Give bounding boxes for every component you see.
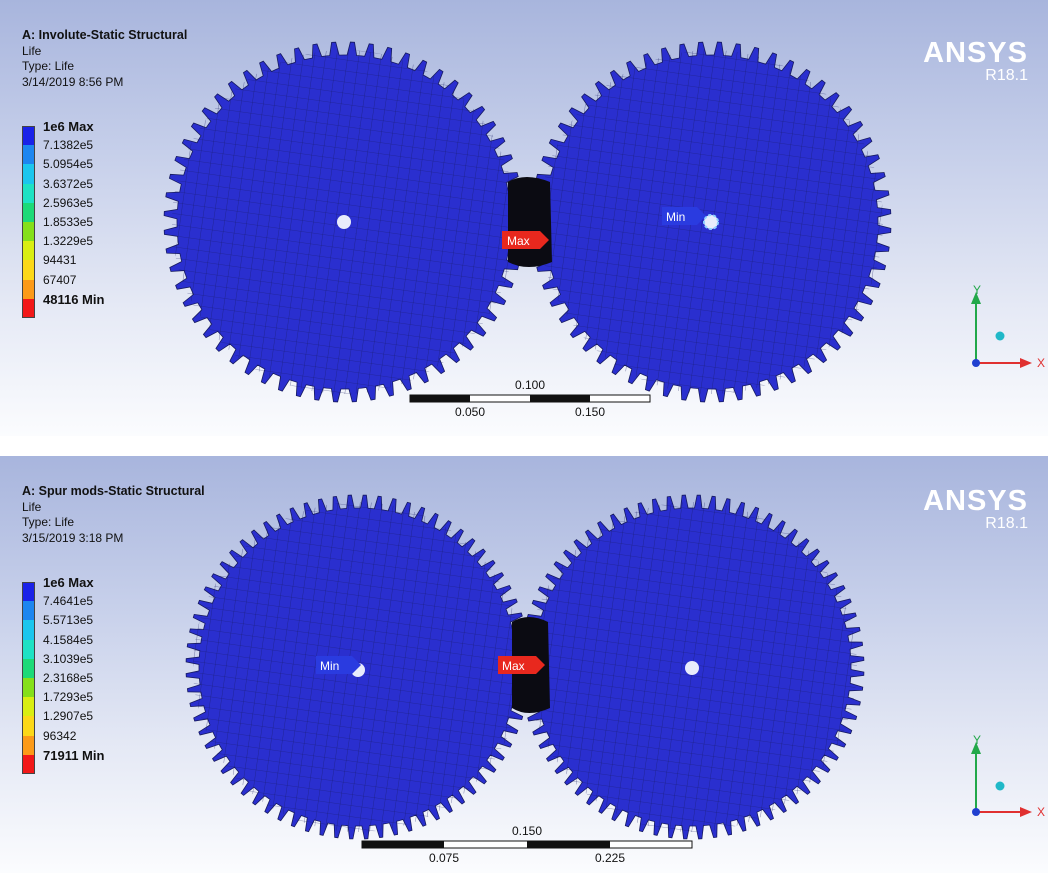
legend-value-label: 4.1584e5 bbox=[43, 632, 94, 647]
legend-value-label: 71911 Min bbox=[43, 747, 105, 763]
max-tag-label: Max bbox=[507, 234, 530, 248]
shaft-hole-left bbox=[337, 215, 351, 229]
min-probe-tag[interactable]: Min bbox=[316, 656, 361, 674]
y-axis-label: Y bbox=[973, 733, 981, 747]
legend-color-swatch bbox=[22, 183, 35, 203]
legend-value-label: 5.5713e5 bbox=[43, 613, 94, 628]
max-probe-tag[interactable]: Max bbox=[498, 656, 545, 674]
result-viewport-bottom[interactable]: Max Min A: Spur mods-Static Structural L… bbox=[0, 456, 1048, 873]
legend-color-swatch bbox=[22, 677, 35, 698]
gear-left[interactable] bbox=[163, 41, 525, 403]
scale-label-mid: 0.150 bbox=[512, 824, 542, 838]
legend-color-swatch bbox=[22, 735, 35, 755]
x-axis-arrow-icon bbox=[1020, 358, 1032, 368]
legend-value-label: 94431 bbox=[43, 253, 77, 268]
legend-color-swatch bbox=[22, 601, 35, 621]
gear-right[interactable] bbox=[530, 41, 892, 403]
result-date: 3/14/2019 8:56 PM bbox=[22, 74, 124, 89]
legend-color-swatch bbox=[22, 241, 35, 261]
legend-value-label: 2.5963e5 bbox=[43, 195, 94, 210]
legend-value-label: 1.8533e5 bbox=[43, 214, 94, 229]
legend-value-label: 67407 bbox=[43, 272, 77, 287]
legend-value-label: 48116 Min bbox=[43, 291, 105, 307]
legend-color-swatch bbox=[22, 126, 35, 146]
x-axis-label: X bbox=[1037, 356, 1045, 370]
y-axis-arrow-icon bbox=[971, 292, 981, 304]
min-tag-label: Min bbox=[320, 659, 339, 673]
iso-view-ball-icon[interactable] bbox=[995, 781, 1005, 791]
scale-label-left: 0.050 bbox=[455, 405, 485, 419]
scale-label-mid: 0.100 bbox=[515, 378, 545, 392]
legend-value-label: 1.7293e5 bbox=[43, 690, 94, 705]
legend-color-swatch bbox=[22, 298, 35, 318]
analysis-title: A: Involute-Static Structural bbox=[22, 28, 188, 42]
legend-color-swatch bbox=[22, 716, 35, 736]
legend-color-swatch bbox=[22, 202, 35, 222]
legend-color-swatch bbox=[22, 221, 35, 242]
legend-color-swatch bbox=[22, 697, 35, 717]
x-axis-label: X bbox=[1037, 805, 1045, 819]
legend-value-label: 2.3168e5 bbox=[43, 670, 94, 685]
ansys-logo: ANSYS R18.1 bbox=[923, 38, 1028, 84]
legend-color-swatch bbox=[22, 639, 35, 659]
ansys-version: R18.1 bbox=[985, 67, 1028, 84]
legend-value-label: 1.3229e5 bbox=[43, 234, 94, 249]
gear-right[interactable] bbox=[519, 494, 865, 840]
legend-color-swatch bbox=[22, 164, 35, 184]
axis-triad[interactable]: Y X bbox=[960, 730, 1046, 830]
legend-value-label: 7.1382e5 bbox=[43, 138, 94, 153]
min-probe-tag[interactable]: Min bbox=[662, 207, 706, 225]
ansys-version: R18.1 bbox=[985, 515, 1028, 532]
ansys-brand: ANSYS bbox=[923, 485, 1028, 517]
result-viewport-top[interactable]: Max Min A: Involute-Static Structural Li… bbox=[0, 0, 1048, 436]
legend-color-swatch bbox=[22, 145, 35, 165]
max-probe-tag[interactable]: Max bbox=[502, 231, 549, 249]
y-axis-arrow-icon bbox=[971, 742, 981, 754]
iso-view-ball-icon[interactable] bbox=[995, 331, 1005, 341]
y-axis-label: Y bbox=[973, 283, 981, 297]
result-name: Life bbox=[22, 499, 42, 514]
result-type: Type: Life bbox=[22, 59, 75, 73]
axis-triad[interactable]: Y X bbox=[960, 278, 1046, 378]
result-type: Type: Life bbox=[22, 515, 75, 529]
legend-value-label: 3.1039e5 bbox=[43, 651, 94, 666]
scale-label-right: 0.225 bbox=[595, 851, 625, 865]
origin-dot bbox=[972, 359, 980, 367]
max-tag-label: Max bbox=[502, 659, 525, 673]
analysis-title: A: Spur mods-Static Structural bbox=[22, 484, 205, 498]
min-tag-label: Min bbox=[666, 210, 685, 224]
legend-color-swatch bbox=[22, 260, 35, 280]
scale-label-left: 0.075 bbox=[429, 851, 459, 865]
scale-ruler: 0.150 0.075 0.225 bbox=[361, 824, 693, 865]
legend-value-label: 5.0954e5 bbox=[43, 157, 94, 172]
gear-model-view[interactable]: Max Min bbox=[0, 0, 1048, 436]
contact-zone bbox=[508, 177, 552, 267]
legend-color-swatch bbox=[22, 658, 35, 678]
shaft-hole-right bbox=[703, 214, 719, 230]
gear-model-view[interactable]: Max Min bbox=[0, 456, 1048, 873]
legend-value-label: 1.2907e5 bbox=[43, 709, 94, 724]
result-info-block: A: Spur mods-Static Structural Life Type… bbox=[22, 484, 205, 546]
origin-dot bbox=[972, 808, 980, 816]
shaft-hole-right bbox=[685, 661, 699, 675]
legend-value-label: 1e6 Max bbox=[43, 575, 94, 590]
legend-color-swatch bbox=[22, 754, 35, 774]
ansys-logo: ANSYS R18.1 bbox=[923, 486, 1028, 532]
ansys-brand: ANSYS bbox=[923, 37, 1028, 69]
legend-color-swatch bbox=[22, 279, 35, 299]
legend-value-label: 7.4641e5 bbox=[43, 594, 94, 609]
scale-label-right: 0.150 bbox=[575, 405, 605, 419]
legend-value-label: 3.6372e5 bbox=[43, 176, 94, 191]
x-axis-arrow-icon bbox=[1020, 807, 1032, 817]
result-name: Life bbox=[22, 43, 42, 58]
result-info-block: A: Involute-Static Structural Life Type:… bbox=[22, 28, 187, 90]
scale-ruler: 0.100 0.050 0.150 bbox=[409, 378, 651, 419]
legend-value-label: 1e6 Max bbox=[43, 119, 94, 134]
legend-value-label: 96342 bbox=[43, 728, 77, 743]
legend-color-swatch bbox=[22, 582, 35, 602]
legend-color-swatch bbox=[22, 620, 35, 640]
result-date: 3/15/2019 3:18 PM bbox=[22, 530, 124, 545]
